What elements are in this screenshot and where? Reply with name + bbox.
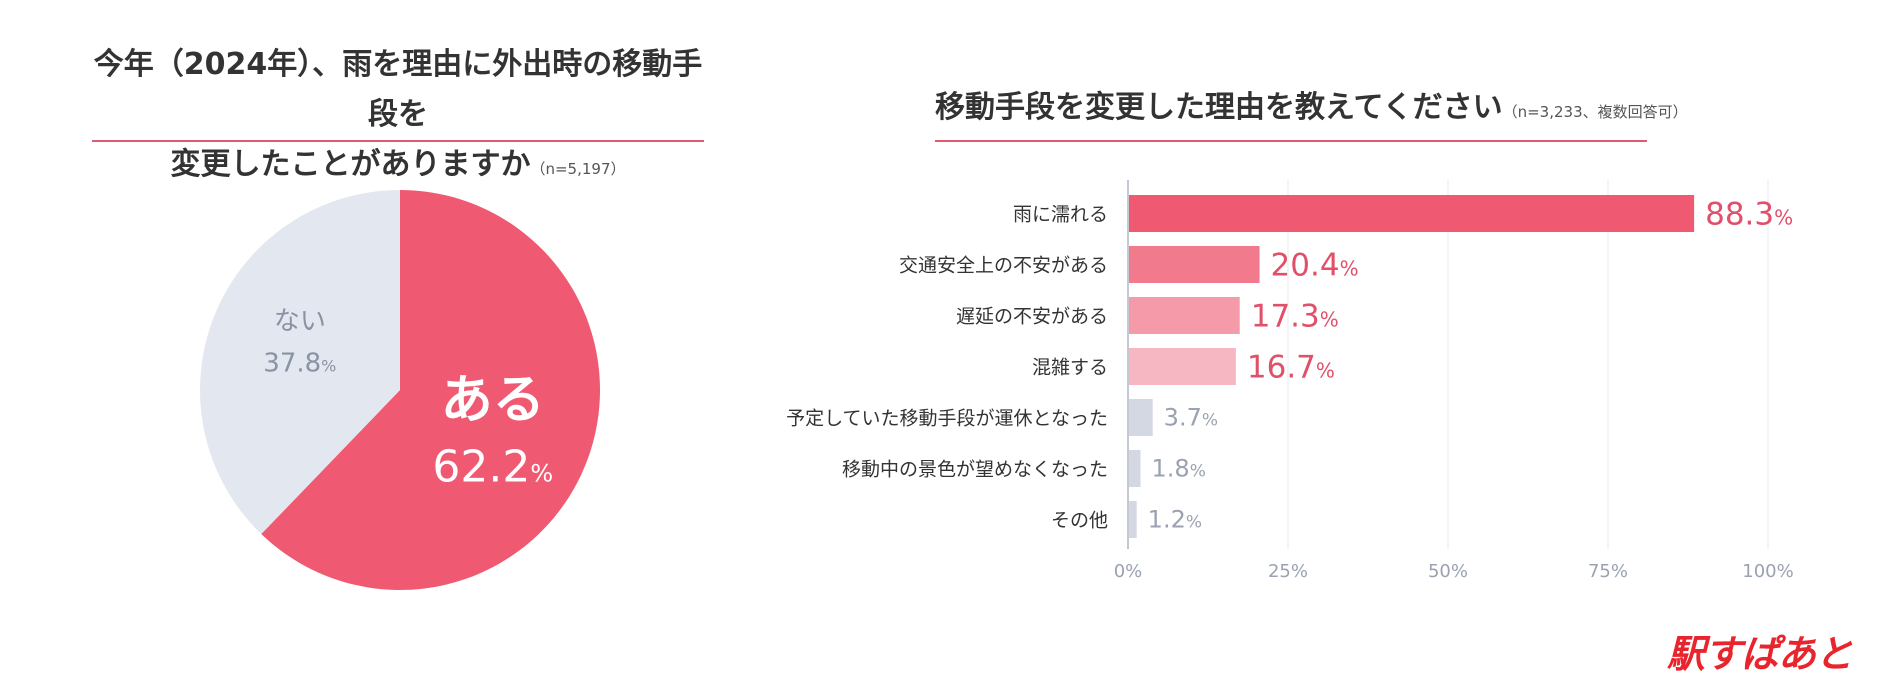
pie-slice-2 — [199, 190, 400, 535]
data-label: 17.3% — [1251, 299, 1339, 335]
x-tick-label: 100% — [1742, 561, 1793, 582]
x-tick-label: 50% — [1428, 561, 1468, 582]
pie-chart-title-text: 変更したことがありますか — [170, 147, 531, 182]
pie-chart-sample-note: （n=5,197） — [530, 160, 626, 178]
category-label: 移動中の景色が望めなくなった — [842, 459, 1108, 481]
category-label: 予定していた移動手段が運休となった — [786, 408, 1108, 430]
pie-slice-label-2: ない — [274, 307, 326, 337]
pie-title-underline — [92, 140, 704, 142]
data-label: 20.4% — [1271, 248, 1359, 284]
pie-slice-value-1: 62.2% — [432, 441, 553, 492]
brand-logo: 駅すぱあと — [1666, 632, 1853, 676]
x-tick-label: 0% — [1114, 561, 1143, 582]
bar — [1129, 348, 1236, 385]
category-label: その他 — [1051, 510, 1108, 532]
bar — [1129, 399, 1153, 436]
bar — [1129, 501, 1137, 538]
data-label: 3.7% — [1164, 404, 1218, 432]
bar-title-underline — [935, 140, 1647, 142]
bar-chart-sample-note: （n=3,233、複数回答可） — [1502, 103, 1688, 121]
pie-slice-1 — [261, 190, 600, 590]
bar-chart-title-text: 移動手段を変更した理由を教えてください — [935, 90, 1503, 125]
pie-chart-title-line1: 今年（2024年）、雨を理由に外出時の移動手段を — [93, 47, 703, 132]
bar-chart-title: 移動手段を変更した理由を教えてください（n=3,233、複数回答可） — [935, 88, 1688, 132]
data-label: 1.2% — [1148, 506, 1202, 534]
bar-chart: 0% 25% 50% 75% 100% 雨に濡れる 88.3% 交通安全上の不安がある 20.4… — [786, 180, 1794, 582]
category-label: 雨に濡れる — [1013, 204, 1108, 226]
pie-slice-label-1: ある — [441, 370, 545, 430]
bar — [1129, 246, 1260, 283]
data-label: 1.8% — [1152, 455, 1206, 483]
category-label: 混雑する — [1032, 357, 1108, 379]
bar — [1129, 297, 1240, 334]
x-tick-label: 75% — [1588, 561, 1628, 582]
x-tick-label: 25% — [1268, 561, 1308, 582]
category-label: 遅延の不安がある — [956, 306, 1108, 328]
data-label: 88.3% — [1705, 197, 1793, 233]
pie-chart-title: 今年（2024年）、雨を理由に外出時の移動手段を 変更したことがありますか（n=… — [92, 40, 704, 194]
bar — [1129, 195, 1695, 232]
pie-chart-title-line2: 変更したことがありますか（n=5,197） — [92, 140, 704, 194]
data-label: 16.7% — [1247, 350, 1335, 386]
bar — [1129, 450, 1141, 487]
category-label: 交通安全上の不安がある — [899, 255, 1108, 277]
